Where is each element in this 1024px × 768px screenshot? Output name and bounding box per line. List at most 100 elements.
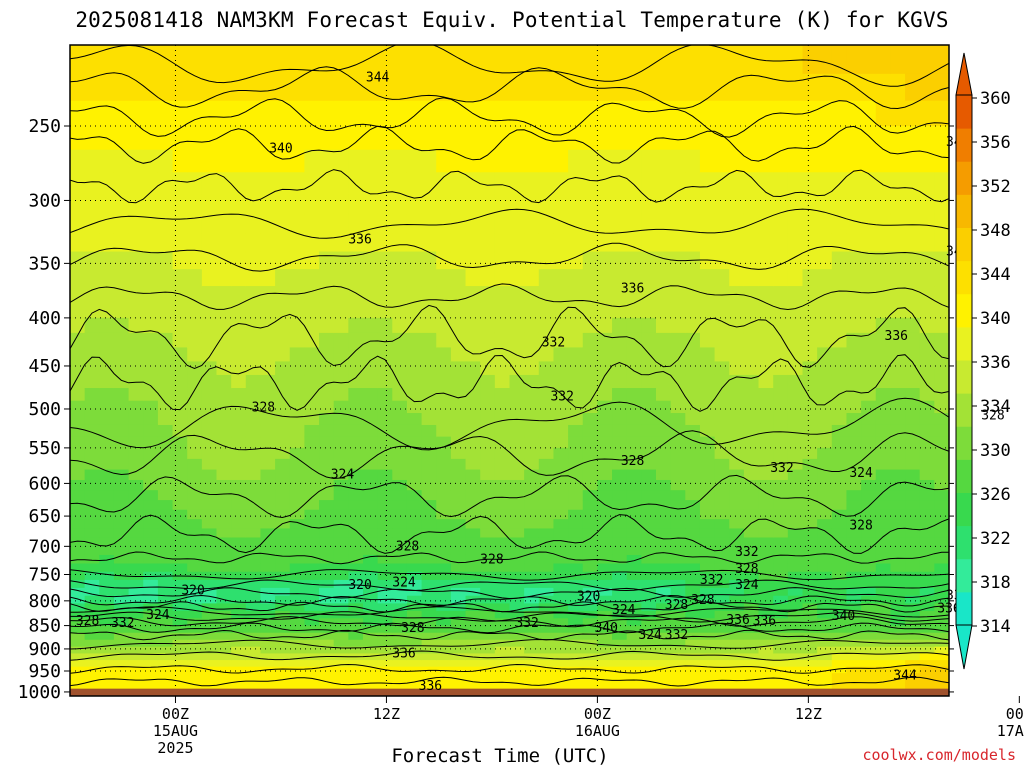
field-cell xyxy=(568,458,584,471)
field-cell xyxy=(875,618,891,627)
field-cell xyxy=(333,679,349,687)
field-cell xyxy=(377,660,393,668)
field-cell xyxy=(143,213,159,234)
field-cell xyxy=(304,546,320,556)
field-cell xyxy=(187,193,203,215)
field-cell xyxy=(275,639,291,648)
field-cell xyxy=(568,490,584,501)
field-cell xyxy=(597,587,613,597)
field-cell xyxy=(187,519,203,530)
field-cell xyxy=(84,554,100,565)
field-cell xyxy=(582,469,598,481)
field-cell xyxy=(363,579,379,589)
field-cell xyxy=(172,269,188,287)
field-cell xyxy=(392,332,408,349)
field-cell xyxy=(494,172,511,195)
field-cell xyxy=(231,126,247,151)
field-cell xyxy=(333,537,349,547)
field-cell xyxy=(99,469,115,481)
field-cell xyxy=(626,193,642,215)
field-cell xyxy=(143,579,159,589)
field-cell xyxy=(406,571,423,581)
field-cell xyxy=(245,73,262,102)
field-cell xyxy=(465,490,481,501)
field-cell xyxy=(685,595,701,604)
field-cell xyxy=(626,286,642,303)
y-tick-label: 350 xyxy=(28,253,61,274)
field-cell xyxy=(436,193,452,215)
x-tick-label: 00Z xyxy=(1006,705,1024,723)
field-cell xyxy=(509,286,525,303)
field-cell xyxy=(773,400,789,414)
field-cell xyxy=(436,374,452,389)
field-cell xyxy=(641,45,657,75)
field-cell xyxy=(436,653,452,661)
field-cell xyxy=(99,646,115,655)
field-cell xyxy=(216,509,232,520)
field-cell xyxy=(890,458,906,471)
field-cell xyxy=(392,646,408,655)
contour-line xyxy=(70,97,949,138)
field-cell xyxy=(641,479,657,491)
field-cell xyxy=(172,388,188,402)
field-cell xyxy=(787,251,804,270)
field-cell xyxy=(553,347,569,363)
field-cell xyxy=(216,571,232,581)
field-cell xyxy=(245,251,262,270)
field-cell xyxy=(787,332,804,349)
field-cell xyxy=(216,563,232,573)
field-cell xyxy=(231,528,247,539)
field-cell xyxy=(245,286,262,303)
field-cell xyxy=(494,571,511,581)
field-cell xyxy=(670,213,686,234)
field-cell xyxy=(568,149,584,173)
field-cell xyxy=(714,332,730,349)
field-cell xyxy=(128,286,144,303)
field-cell xyxy=(670,317,686,334)
field-cell xyxy=(538,126,555,151)
field-cell xyxy=(817,332,833,349)
field-cell xyxy=(524,436,540,449)
field-cell xyxy=(787,679,804,687)
field-cell xyxy=(685,458,701,471)
field-cell xyxy=(919,679,935,687)
field-cell xyxy=(714,45,730,75)
field-cell xyxy=(319,571,335,581)
field-cell xyxy=(245,571,262,581)
field-cell xyxy=(758,660,774,668)
field-cell xyxy=(729,100,745,127)
field-cell xyxy=(421,73,437,102)
field-cell xyxy=(568,610,584,619)
field-cell xyxy=(656,500,672,511)
field-cell xyxy=(231,660,247,668)
field-cell xyxy=(509,554,525,565)
field-cell xyxy=(231,233,247,253)
field-cell xyxy=(275,317,291,334)
field-cell xyxy=(802,546,818,556)
field-cell xyxy=(494,625,511,634)
field-cell xyxy=(626,563,642,573)
field-cell xyxy=(905,632,921,641)
field-cell xyxy=(743,388,760,402)
field-cell xyxy=(641,639,657,648)
field-cell xyxy=(70,361,86,376)
field-cell xyxy=(568,571,584,581)
field-cell xyxy=(861,563,877,573)
field-cell xyxy=(348,126,364,151)
field-cell xyxy=(582,374,598,389)
x-tick-label: 15AUG xyxy=(153,722,198,740)
field-cell xyxy=(714,172,730,195)
field-cell xyxy=(421,172,437,195)
field-cell xyxy=(465,347,481,363)
field-cell xyxy=(934,618,949,627)
field-cell xyxy=(758,479,774,491)
theta-e-field xyxy=(70,45,949,696)
field-cell xyxy=(641,149,657,173)
field-cell xyxy=(113,302,130,319)
field-cell xyxy=(685,528,701,539)
field-cell xyxy=(524,490,540,501)
field-cell xyxy=(641,579,657,589)
field-cell xyxy=(392,361,408,376)
field-cell xyxy=(699,436,716,449)
